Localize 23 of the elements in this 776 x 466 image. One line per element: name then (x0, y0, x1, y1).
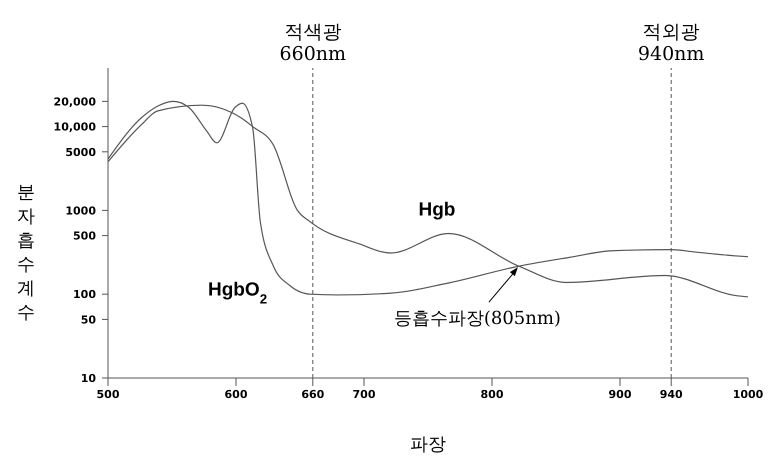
annotation: 등흡수파장(805nm) (394, 308, 561, 330)
x-tick-label: 940 (660, 388, 684, 401)
y-tick-label: 500 (73, 230, 96, 243)
y-tick-label: 1000 (65, 204, 96, 218)
x-tick-label: 700 (352, 388, 376, 401)
y-tick-label: 10 (80, 372, 96, 385)
x-tick-label: 1000 (732, 388, 764, 401)
x-tick-label: 660 (301, 388, 325, 401)
y-tick-label: 100 (73, 288, 96, 302)
series-label: Hgb (418, 199, 456, 220)
series-label: HgbO$_{2}$ (208, 279, 268, 306)
y-tick-label: 50 (80, 313, 96, 326)
y-tick-label: 5000 (65, 146, 96, 159)
x-tick-label: 500 (96, 388, 120, 401)
x-axis-title: 파장 (410, 434, 446, 455)
y-tick-label: 10,000 (54, 120, 96, 134)
y-axis-title: 분자흡수계수 (17, 182, 35, 323)
x-tick-label: 900 (608, 388, 632, 401)
x-tick-label: 800 (480, 388, 504, 401)
x-tick-label: 600 (224, 388, 248, 401)
y-tick-label: 20,000 (54, 95, 96, 108)
ref-line-label: 적색광 660nm (280, 21, 346, 65)
ref-line-label: 적외광 940nm (638, 21, 704, 65)
